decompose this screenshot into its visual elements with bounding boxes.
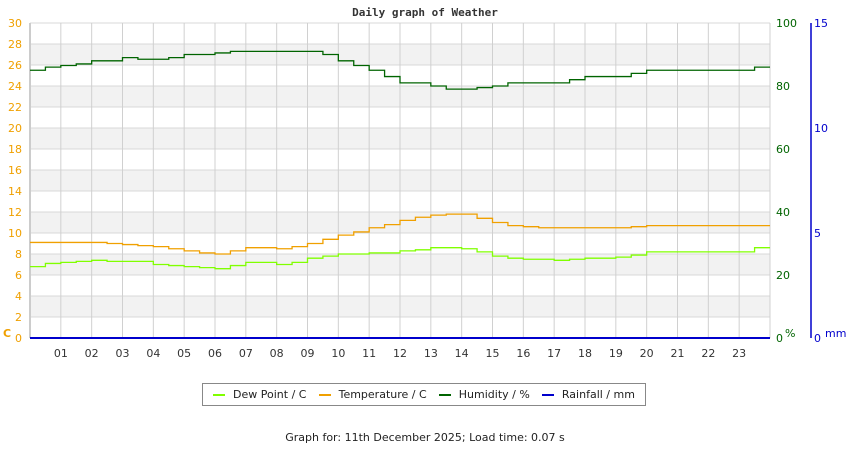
svg-text:14: 14	[455, 347, 469, 360]
svg-text:22: 22	[701, 347, 715, 360]
legend-label: Temperature / C	[338, 388, 427, 401]
temperature-swatch	[318, 393, 331, 396]
svg-text:24: 24	[8, 80, 22, 93]
svg-text:17: 17	[547, 347, 561, 360]
series-lines	[30, 50, 770, 339]
chart-title: Daily graph of Weather	[352, 6, 498, 19]
svg-text:11: 11	[362, 347, 376, 360]
humidity-swatch	[438, 393, 451, 396]
svg-text:04: 04	[146, 347, 160, 360]
svg-text:15: 15	[814, 17, 828, 30]
svg-text:30: 30	[8, 17, 22, 30]
svg-text:20: 20	[640, 347, 654, 360]
legend-item-dew-point: Dew Point / C	[213, 388, 306, 401]
svg-text:0: 0	[15, 332, 22, 345]
svg-text:12: 12	[8, 206, 22, 219]
dew-point-c-line	[30, 247, 770, 270]
svg-text:4: 4	[15, 290, 22, 303]
svg-text:mm: mm	[825, 327, 846, 340]
svg-text:21: 21	[671, 347, 685, 360]
svg-text:16: 16	[8, 164, 22, 177]
svg-text:10: 10	[814, 122, 828, 135]
svg-text:10: 10	[331, 347, 345, 360]
svg-text:40: 40	[776, 206, 790, 219]
svg-text:18: 18	[578, 347, 592, 360]
svg-text:20: 20	[776, 269, 790, 282]
svg-text:05: 05	[177, 347, 191, 360]
svg-text:03: 03	[116, 347, 130, 360]
legend-item-rainfall: Rainfall / mm	[541, 388, 635, 401]
humidity-line	[30, 50, 770, 90]
svg-text:26: 26	[8, 59, 22, 72]
svg-text:15: 15	[486, 347, 500, 360]
svg-text:60: 60	[776, 143, 790, 156]
footer-info: Graph for: 11th December 2025; Load time…	[285, 431, 565, 444]
svg-text:5: 5	[814, 227, 821, 240]
temperature-c-line	[30, 213, 770, 255]
svg-text:07: 07	[239, 347, 253, 360]
svg-text:08: 08	[270, 347, 284, 360]
svg-text:16: 16	[516, 347, 530, 360]
svg-text:0: 0	[814, 332, 821, 345]
svg-text:19: 19	[609, 347, 623, 360]
legend-label: Dew Point / C	[233, 388, 307, 401]
svg-text:06: 06	[208, 347, 222, 360]
legend-item-temperature: Temperature / C	[318, 388, 427, 401]
legend-label: Humidity / %	[458, 388, 530, 401]
svg-text:01: 01	[54, 347, 68, 360]
svg-text:28: 28	[8, 38, 22, 51]
svg-text:02: 02	[85, 347, 99, 360]
svg-text:0: 0	[776, 332, 783, 345]
rainfall-swatch	[541, 393, 554, 396]
svg-text:C: C	[3, 327, 11, 340]
legend: Dew Point / C Temperature / C Humidity /…	[202, 383, 646, 406]
legend-label: Rainfall / mm	[561, 388, 635, 401]
svg-text:13: 13	[424, 347, 438, 360]
svg-text:23: 23	[732, 347, 746, 360]
svg-text:09: 09	[301, 347, 315, 360]
svg-text:14: 14	[8, 185, 22, 198]
svg-text:18: 18	[8, 143, 22, 156]
svg-text:10: 10	[8, 227, 22, 240]
svg-text:6: 6	[15, 269, 22, 282]
svg-text:8: 8	[15, 248, 22, 261]
svg-text:12: 12	[393, 347, 407, 360]
svg-text:22: 22	[8, 101, 22, 114]
svg-text:20: 20	[8, 122, 22, 135]
svg-text:2: 2	[15, 311, 22, 324]
svg-text:100: 100	[776, 17, 797, 30]
svg-text:%: %	[785, 327, 795, 340]
dew-point-swatch	[213, 393, 226, 396]
legend-item-humidity: Humidity / %	[438, 388, 530, 401]
svg-text:80: 80	[776, 80, 790, 93]
